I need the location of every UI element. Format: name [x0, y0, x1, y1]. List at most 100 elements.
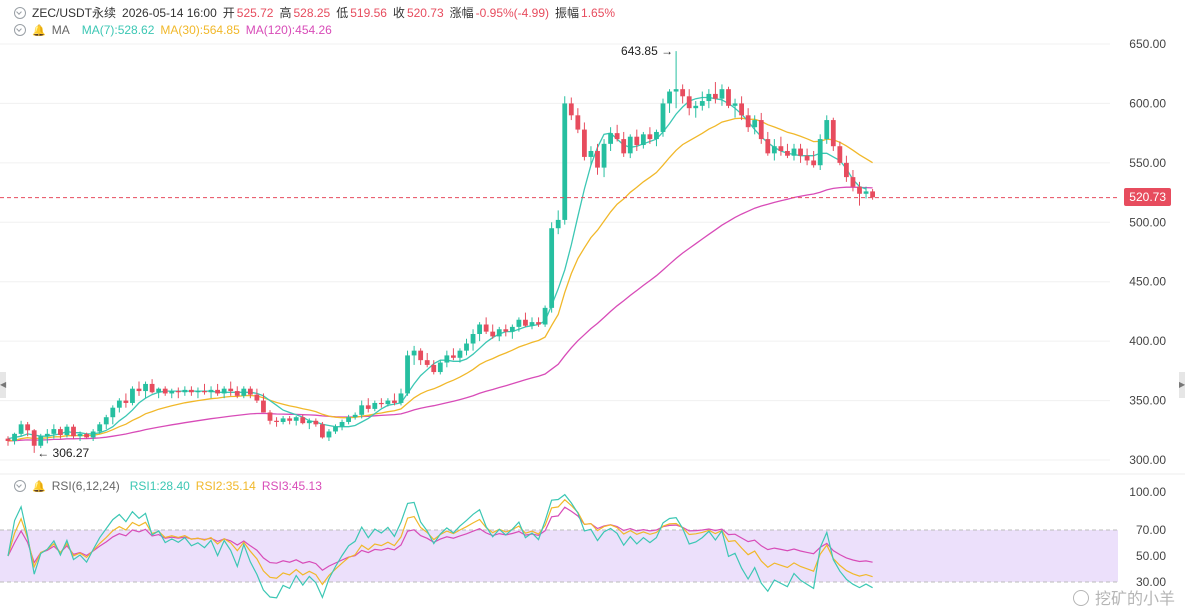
candle-body [588, 150, 594, 157]
candle-body [785, 150, 790, 156]
watermark-text: 挖矿的小羊 [1094, 591, 1175, 608]
ma7-line [7, 96, 867, 440]
last-price-tag: 520.73 [1124, 188, 1171, 206]
candle-body [169, 391, 175, 394]
candle-body [182, 389, 188, 393]
candle-body [686, 96, 692, 109]
candle-body [837, 146, 843, 163]
candle-body [529, 322, 535, 326]
candle-body [31, 430, 37, 446]
amplitude-value: 1.65% [581, 5, 616, 20]
amplitude-label: 振幅 [555, 6, 580, 20]
change-label: 涨幅 [449, 6, 474, 20]
candle-body [647, 134, 653, 140]
close-label: 收 [392, 6, 405, 20]
ma30-line [7, 117, 873, 442]
change-value: -0.95%(-4.99) [475, 5, 550, 20]
candle-body [830, 120, 836, 147]
candle-body [732, 103, 738, 106]
candle-body [719, 89, 725, 99]
rsi-name: RSI(6,12,24) [51, 479, 120, 493]
candle-body [477, 324, 482, 335]
candle-body [568, 103, 574, 116]
collapse-icon[interactable] [14, 6, 26, 19]
candle-body [654, 131, 659, 140]
candle-body [726, 89, 731, 106]
candle-body [863, 191, 869, 194]
candle-body [359, 405, 365, 415]
candle-body [372, 402, 378, 409]
rsi1-line [7, 493, 873, 600]
y-tick-label: 500.00 [1129, 215, 1166, 229]
collapse-icon[interactable] [14, 24, 26, 36]
y-tick-label: 600.00 [1129, 96, 1166, 110]
candle-body [503, 329, 509, 332]
candle-body [392, 400, 397, 403]
candle-body [261, 400, 266, 413]
candle-body [306, 420, 312, 424]
candle-body [804, 155, 810, 161]
candle-body [542, 307, 548, 325]
candle-body [496, 329, 502, 337]
open-value: 525.72 [236, 5, 274, 20]
candle-body [713, 93, 718, 99]
candle-body [771, 146, 777, 154]
candle-body [608, 133, 613, 144]
candle-body [333, 426, 338, 432]
candle-body [582, 129, 587, 157]
candle-body [444, 355, 450, 363]
candle-body [175, 391, 181, 393]
candle-body [778, 146, 784, 151]
candle-body [824, 120, 830, 140]
high-value: 528.25 [293, 5, 331, 20]
candle-body [634, 136, 640, 146]
candle-body [640, 134, 646, 146]
candle-body [103, 417, 109, 425]
candle-body [752, 120, 758, 128]
candle-body [267, 412, 273, 421]
candle-body [758, 120, 764, 140]
candle-body [247, 388, 253, 395]
candle-body [300, 417, 306, 424]
candle-body [660, 103, 666, 132]
candle-body [162, 388, 168, 394]
candle-body [149, 383, 155, 393]
scroll-right-handle[interactable]: ▶ [1179, 372, 1185, 398]
y-tick-label: 550.00 [1129, 156, 1166, 170]
symbol-label: ZEC/USDT永续 [32, 6, 117, 20]
candle-body [51, 429, 57, 434]
low-annotation: ← 306.27 [37, 446, 89, 460]
candle-body [5, 438, 11, 441]
candle-body [431, 364, 437, 373]
watermark: 挖矿的小羊 [1072, 585, 1175, 609]
candle-body [136, 388, 142, 392]
candle-body [378, 402, 384, 405]
candle-body [320, 424, 325, 438]
candle-body [326, 431, 332, 438]
ma30-value: MA(30):564.85 [160, 23, 240, 37]
candle-body [254, 394, 260, 401]
ma-legend: 🔔 MA MA(7):528.62 MA(30):564.85 MA(120):… [14, 23, 338, 37]
rsi-tick-label: 30.00 [1136, 575, 1166, 589]
candle-body [228, 388, 234, 392]
bell-icon[interactable]: 🔔 [32, 480, 46, 493]
datetime-label: 2026-05-14 16:00 [122, 5, 217, 20]
bell-icon[interactable]: 🔔 [32, 24, 46, 37]
candle-body [457, 350, 463, 358]
candle-body [857, 186, 862, 194]
y-tick-label: 450.00 [1129, 275, 1166, 289]
watermark-logo-icon [1072, 590, 1089, 606]
candle-body [418, 350, 424, 361]
candle-body [208, 389, 214, 393]
candle-body [523, 319, 528, 326]
candle-body [215, 389, 220, 394]
high-label: 高 [279, 6, 292, 20]
candle-body [673, 89, 679, 92]
candle-body [405, 355, 410, 394]
scroll-left-handle[interactable]: ◀ [0, 372, 6, 398]
candle-body [798, 148, 803, 156]
candle-body [274, 420, 279, 422]
collapse-icon[interactable] [14, 480, 26, 492]
high-annotation: 643.85 → [621, 44, 673, 58]
